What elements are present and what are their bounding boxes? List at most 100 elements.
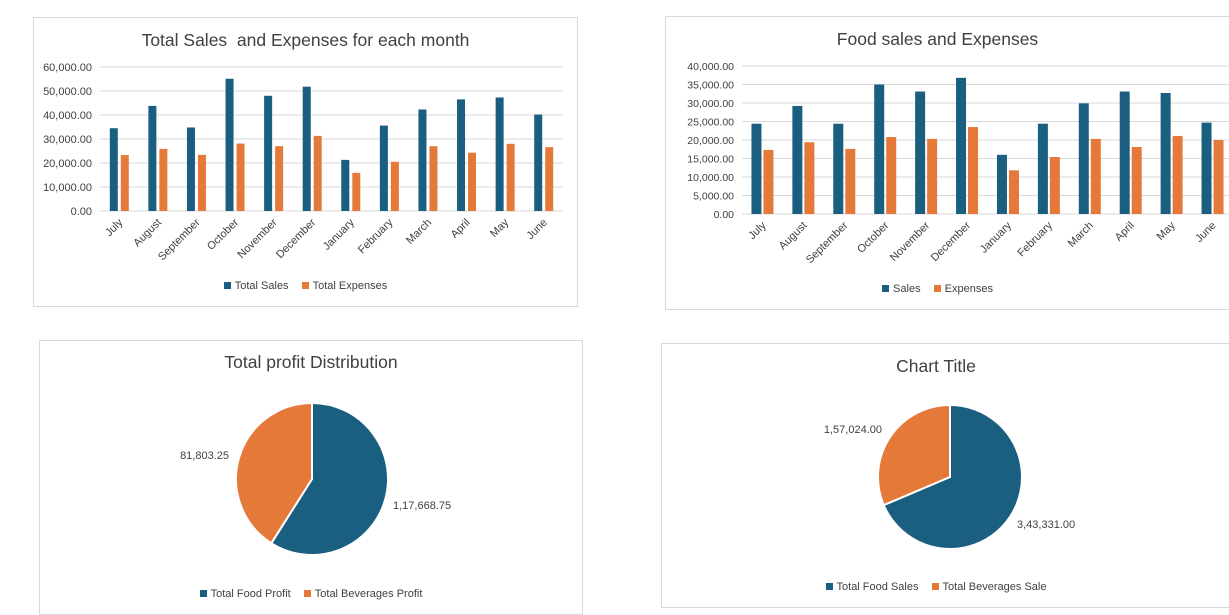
bar-total-expenses-october: [236, 143, 245, 211]
y-tick-label: 0.00: [714, 209, 735, 221]
x-tick-label: January: [321, 216, 358, 253]
bar-sales-may: [1160, 93, 1171, 214]
bar-expenses-august: [804, 142, 815, 214]
bar-sales-april: [1119, 91, 1130, 214]
pie-chart-plot: 1,17,668.75 81,803.25: [180, 401, 451, 556]
bar-sales-june: [1201, 122, 1212, 214]
y-tick-label: 25,000.00: [687, 117, 734, 129]
legend-item-expenses: Expenses: [933, 283, 993, 295]
bar-total-sales-january: [341, 159, 350, 211]
x-tick-label: June: [524, 217, 549, 242]
bar-expenses-july: [763, 149, 774, 214]
legend-swatch-icon: [882, 285, 890, 292]
bar-total-sales-october: [225, 78, 234, 211]
legend-swatch-icon: [199, 590, 207, 597]
data-label: 81,803.25: [180, 450, 229, 462]
x-tick-label: April: [449, 217, 473, 241]
chart-legend: Sales Expenses: [666, 283, 1209, 295]
y-tick-label: 35,000.00: [687, 80, 734, 92]
x-tick-label: May: [1155, 219, 1179, 243]
data-label: 1,17,668.75: [393, 500, 451, 512]
pie-chart-plot: 3,43,331.00 1,57,024.00: [824, 403, 1075, 550]
legend-item-beverages-sale: Total Beverages Sale: [931, 581, 1047, 593]
x-tick-label: February: [1015, 219, 1055, 259]
bar-total-sales-march: [418, 109, 427, 211]
bar-total-expenses-july: [120, 155, 129, 211]
bar-total-expenses-january: [352, 172, 361, 211]
legend-label: Total Beverages Sale: [942, 581, 1047, 593]
bar-sales-august: [792, 105, 803, 214]
x-tick-label: April: [1113, 220, 1137, 244]
bar-sales-february: [1037, 123, 1048, 214]
bar-sales-september: [833, 123, 844, 214]
y-tick-label: 50,000.00: [43, 86, 92, 98]
x-tick-label: June: [1193, 220, 1218, 245]
legend-label: Total Sales: [234, 280, 289, 292]
bar-total-expenses-august: [159, 148, 168, 211]
y-tick-label: 10,000.00: [687, 172, 734, 184]
x-tick-label: March: [404, 217, 434, 247]
legend-item-sales: Sales: [882, 283, 921, 295]
legend-swatch-icon: [223, 282, 231, 289]
bar-total-expenses-september: [197, 154, 206, 211]
bar-expenses-february: [1049, 157, 1060, 214]
chart-legend: Total Food Profit Total Beverages Profit: [40, 588, 582, 600]
bar-expenses-october: [886, 137, 897, 214]
legend-item-total-sales: Total Sales: [223, 280, 289, 292]
chart-title: Total profit Distribution: [224, 352, 398, 372]
total-sales-expenses-chart[interactable]: Total Sales and Expenses for each month …: [33, 17, 578, 307]
bar-total-sales-april: [457, 99, 466, 211]
legend-item-beverages-profit: Total Beverages Profit: [303, 588, 422, 600]
bar-sales-november: [915, 91, 926, 214]
pie-slice-total-food-profit: [269, 401, 389, 556]
profit-distribution-pie-chart[interactable]: Total profit Distribution 1,17,668.75 81,…: [39, 340, 583, 615]
bar-sales-july: [751, 123, 762, 214]
y-tick-label: 40,000.00: [43, 110, 92, 122]
bar-total-sales-february: [379, 125, 388, 211]
bar-sales-october: [874, 84, 885, 214]
legend-label: Total Food Sales: [836, 581, 919, 593]
y-tick-label: 30,000.00: [43, 134, 92, 146]
x-tick-label: February: [356, 216, 396, 256]
x-tick-label: August: [131, 217, 164, 250]
x-tick-label: October: [205, 216, 241, 252]
x-tick-label: September: [804, 219, 851, 266]
legend-label: Total Expenses: [312, 280, 388, 292]
pie-slice-total-beverages-sale: [877, 403, 951, 507]
bar-expenses-may: [1172, 135, 1183, 214]
y-tick-label: 15,000.00: [687, 154, 734, 166]
legend-swatch-icon: [301, 282, 309, 289]
bar-expenses-june: [1213, 140, 1224, 214]
bar-expenses-november: [927, 138, 938, 214]
y-tick-label: 40,000.00: [687, 61, 734, 73]
food-beverages-sales-pie-chart[interactable]: Chart Title 3,43,331.00 1,57,024.00 Total…: [661, 343, 1229, 608]
bar-total-sales-july: [109, 128, 118, 211]
bar-total-expenses-april: [468, 152, 477, 211]
bar-total-expenses-may: [506, 143, 515, 211]
legend-label: Sales: [893, 283, 921, 295]
legend-swatch-icon: [933, 285, 941, 292]
chart-legend: Total Food Sales Total Beverages Sale: [662, 581, 1210, 593]
pie-slice-total-food-sales: [882, 403, 1023, 550]
legend-item-food-sales: Total Food Sales: [825, 581, 919, 593]
x-tick-label: September: [156, 216, 203, 263]
y-tick-label: 30,000.00: [687, 98, 734, 110]
y-tick-label: 10,000.00: [43, 182, 92, 194]
legend-label: Expenses: [944, 283, 993, 295]
x-tick-label: November: [235, 216, 280, 261]
x-tick-label: July: [103, 216, 126, 239]
bar-expenses-september: [845, 148, 856, 214]
y-tick-label: 0.00: [71, 206, 92, 218]
legend-swatch-icon: [825, 583, 833, 590]
chart-legend: Total Sales Total Expenses: [34, 280, 577, 292]
bar-total-sales-december: [302, 86, 311, 211]
x-tick-label: December: [929, 219, 974, 264]
chart-title: Total Sales and Expenses for each month: [141, 30, 470, 50]
bar-total-sales-september: [186, 127, 195, 211]
bar-total-expenses-june: [545, 147, 554, 211]
food-sales-expenses-chart[interactable]: Food sales and Expenses 0.00 5,000.00 10,0…: [665, 16, 1229, 310]
legend-label: Total Food Profit: [210, 588, 291, 600]
bar-expenses-march: [1090, 138, 1101, 214]
bar-expenses-april: [1131, 147, 1142, 214]
x-tick-label: May: [488, 216, 512, 240]
